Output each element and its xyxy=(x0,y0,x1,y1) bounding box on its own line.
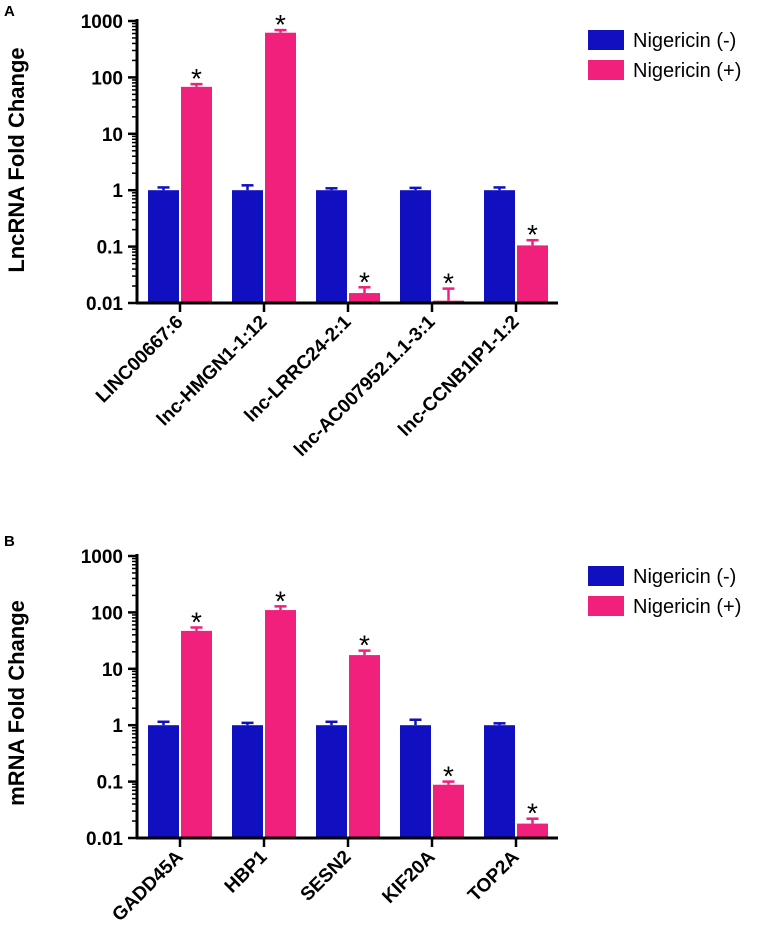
y-tick-label: 0.01 xyxy=(86,294,123,315)
y-tick-label: 0.01 xyxy=(86,829,123,850)
bar xyxy=(400,190,431,303)
bars: * * * * * xyxy=(148,585,548,838)
bar xyxy=(265,610,296,838)
panel-label-b: B xyxy=(4,533,15,550)
legend-swatch xyxy=(588,566,624,586)
bar xyxy=(181,86,212,303)
y-tick-label: 1 xyxy=(112,716,123,737)
bar xyxy=(316,190,347,303)
x-tick-label: lnc-AC007952.1.1-3:1 xyxy=(290,311,440,461)
y-tick-label: 1 xyxy=(112,181,123,202)
bar xyxy=(517,245,548,303)
bar xyxy=(484,190,515,303)
bar xyxy=(265,32,296,304)
bar xyxy=(433,784,464,838)
y-tick-label: 10 xyxy=(102,125,123,146)
bar xyxy=(232,190,263,303)
bar xyxy=(148,725,179,838)
bar xyxy=(400,725,431,838)
legend-swatch xyxy=(588,596,624,616)
bar xyxy=(349,655,380,838)
legend-swatch xyxy=(588,30,624,50)
significance-star: * xyxy=(275,585,286,616)
bar xyxy=(181,630,212,838)
y-tick-label: 1000 xyxy=(81,12,123,33)
y-tick-label: 100 xyxy=(91,68,123,89)
panel-a: A LncRNA Fold Change 0.01 0.1 1 10 100 1000 *… xyxy=(4,3,741,461)
significance-star: * xyxy=(191,606,202,637)
significance-star: * xyxy=(527,219,538,250)
legend: Nigericin (-) Nigericin (+) xyxy=(588,30,741,82)
y-tick-label: 0.1 xyxy=(97,238,124,259)
y-tick-label: 10 xyxy=(102,660,123,681)
legend-label: Nigericin (-) xyxy=(633,30,736,52)
y-tick-label: 0.1 xyxy=(97,773,124,794)
legend-label: Nigericin (+) xyxy=(633,60,741,82)
y-tick-label: 100 xyxy=(91,603,123,624)
significance-star: * xyxy=(443,761,454,792)
x-ticks: LINC00667:6lnc-HMGN1-1:12lnc-LRRC24-2:1l… xyxy=(92,303,524,461)
legend-swatch xyxy=(588,60,624,80)
y-axis-label: mRNA Fold Change xyxy=(4,600,29,806)
bar xyxy=(232,725,263,838)
panel-label-a: A xyxy=(4,3,15,20)
x-tick-label: LINC00667:6 xyxy=(92,312,188,408)
legend: Nigericin (-) Nigericin (+) xyxy=(588,566,741,618)
y-ticks: 0.01 0.1 1 10 100 1000 xyxy=(81,547,137,850)
x-tick-label: HBP1 xyxy=(221,846,272,897)
x-tick-label: TOP2A xyxy=(464,846,524,906)
bar xyxy=(484,725,515,838)
bar xyxy=(517,823,548,838)
legend-label: Nigericin (-) xyxy=(633,566,736,588)
x-tick-label: SESN2 xyxy=(297,847,356,906)
significance-star: * xyxy=(359,630,370,661)
x-tick-label: KIF20A xyxy=(378,846,439,907)
legend-label: Nigericin (+) xyxy=(633,596,741,618)
significance-star: * xyxy=(443,268,454,299)
bar xyxy=(148,190,179,303)
y-tick-label: 1000 xyxy=(81,547,123,568)
bars: * * * * * xyxy=(148,9,548,304)
significance-star: * xyxy=(359,266,370,297)
x-tick-label: GADD45A xyxy=(108,846,187,925)
bar xyxy=(349,293,380,303)
bar xyxy=(316,725,347,838)
significance-star: * xyxy=(527,798,538,829)
significance-star: * xyxy=(275,9,286,40)
y-ticks: 0.01 0.1 1 10 100 1000 xyxy=(81,12,137,315)
x-ticks: GADD45A HBP1 SESN2 KIF20A TOP2A xyxy=(108,838,524,926)
significance-star: * xyxy=(191,63,202,94)
y-axis-label: LncRNA Fold Change xyxy=(4,47,29,272)
